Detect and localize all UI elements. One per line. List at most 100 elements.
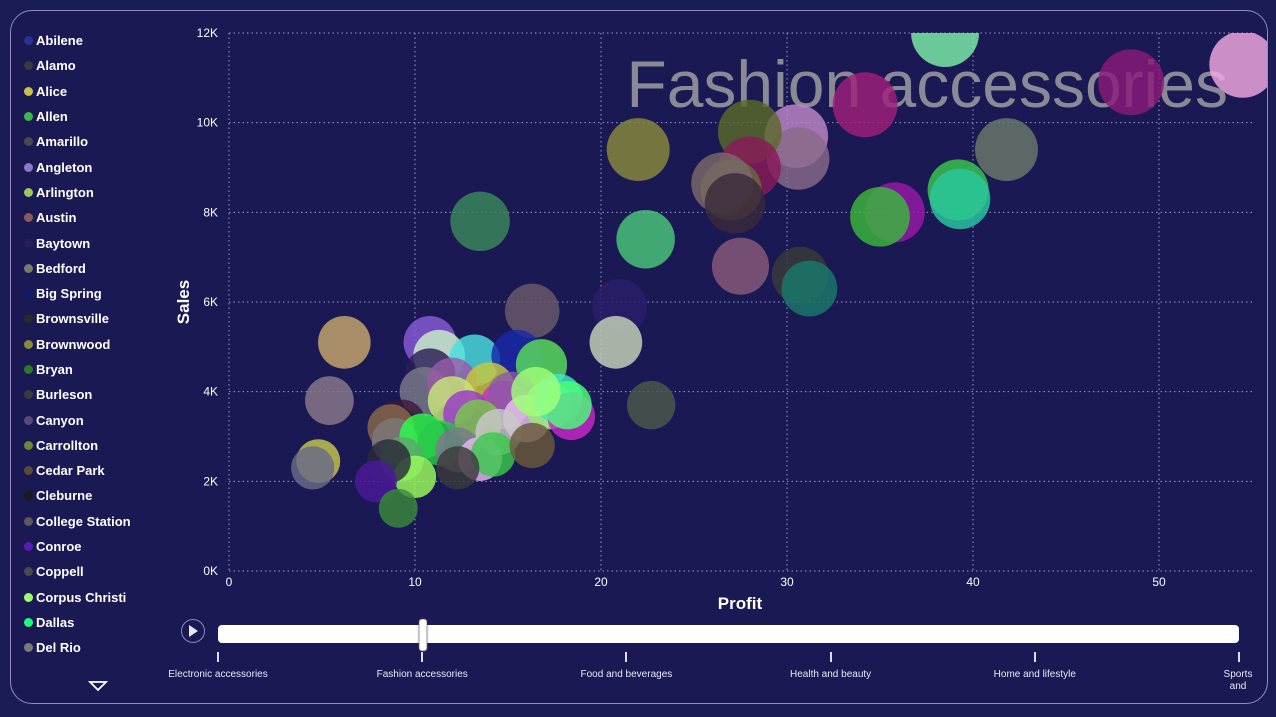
legend-item[interactable]: College Station <box>24 509 164 534</box>
data-point <box>504 283 560 339</box>
legend-item[interactable]: Arlington <box>24 180 164 205</box>
play-icon <box>189 625 198 637</box>
legend-marker <box>24 516 33 526</box>
legend-item[interactable]: Brownsville <box>24 306 164 331</box>
legend-marker <box>24 187 33 197</box>
legend-marker <box>24 61 33 71</box>
legend-label: Amarillo <box>36 134 89 150</box>
data-point <box>291 446 335 490</box>
legend-item[interactable]: Coppell <box>24 559 164 584</box>
data-point <box>317 316 371 369</box>
data-point <box>354 460 397 503</box>
legend-label: Burleson <box>36 387 93 403</box>
data-point <box>1209 33 1267 98</box>
legend-item[interactable]: Alice <box>24 79 164 104</box>
data-point <box>450 191 510 252</box>
legend-label: Baytown <box>36 235 91 251</box>
legend-marker <box>24 36 33 46</box>
legend-item[interactable]: Brownwood <box>24 332 164 357</box>
data-point <box>929 168 991 230</box>
legend-item[interactable]: Abilene <box>24 28 164 53</box>
slider-label[interactable]: Health and beauty <box>790 669 872 680</box>
data-point <box>1098 49 1165 116</box>
legend-label: Coppell <box>36 564 84 580</box>
legend-label: Big Spring <box>36 286 102 302</box>
x-tick-label: 50 <box>1152 575 1166 589</box>
legend-marker <box>24 112 33 122</box>
legend-item[interactable]: Baytown <box>24 230 164 255</box>
legend-item[interactable]: Cedar Park <box>24 458 164 483</box>
legend-item[interactable]: Amarillo <box>24 129 164 154</box>
data-point <box>627 380 676 430</box>
legend-item[interactable]: Del Rio <box>24 635 164 660</box>
legend-item[interactable]: Burleson <box>24 382 164 407</box>
legend-item[interactable]: Austin <box>24 205 164 230</box>
slider-label[interactable]: Sports and <box>1223 669 1253 692</box>
play-button[interactable] <box>181 619 205 643</box>
slider-label[interactable]: Electronic accessories <box>168 669 268 680</box>
legend-item[interactable]: Alamo <box>24 53 164 78</box>
legend-item[interactable]: Big Spring <box>24 281 164 306</box>
legend-marker <box>24 86 33 96</box>
legend-marker <box>24 314 33 324</box>
legend-item[interactable]: Bedford <box>24 256 164 281</box>
slider-handle[interactable] <box>419 619 427 651</box>
legend-label: Dallas <box>36 614 75 630</box>
x-axis-title: Profit <box>718 594 763 613</box>
data-point <box>911 33 980 67</box>
legend: Abilene Alamo Alice Allen Amarillo Angleton Ar… <box>24 28 164 660</box>
legend-marker <box>24 238 33 248</box>
data-point <box>711 237 770 295</box>
legend-marker <box>24 592 33 602</box>
legend-marker <box>24 466 33 476</box>
legend-item[interactable]: Conroe <box>24 534 164 559</box>
legend-item[interactable]: Carrollton <box>24 433 164 458</box>
slider-tick <box>625 652 628 662</box>
slider-label[interactable]: Home and lifestyle <box>993 669 1076 680</box>
legend-label: Alice <box>36 83 68 99</box>
data-point <box>616 209 675 269</box>
legend-marker <box>24 542 33 552</box>
legend-label: Bryan <box>36 362 73 377</box>
data-point <box>975 118 1038 182</box>
slider-label[interactable]: Fashion accessories <box>376 669 468 680</box>
legend-marker <box>24 643 33 653</box>
x-tick-label: 20 <box>594 575 608 589</box>
legend-marker <box>24 365 33 374</box>
y-tick-label: 6K <box>203 295 218 309</box>
legend-label: Bedford <box>36 260 86 276</box>
legend-marker <box>24 213 33 223</box>
legend-marker <box>24 440 33 450</box>
y-tick-label: 2K <box>203 474 218 488</box>
chevron-down-icon[interactable] <box>88 680 108 692</box>
legend-item[interactable]: Allen <box>24 104 164 129</box>
slider-label[interactable]: Food and beverages <box>580 669 673 680</box>
data-point <box>511 366 561 417</box>
legend-label: Conroe <box>36 539 82 555</box>
play-axis-slider[interactable] <box>218 625 1239 643</box>
data-point <box>589 316 643 369</box>
legend-item[interactable]: Dallas <box>24 610 164 635</box>
data-point <box>436 446 480 490</box>
x-tick-label: 30 <box>780 575 794 589</box>
legend-marker <box>24 162 33 172</box>
slider-tick <box>1033 652 1036 662</box>
data-point <box>832 72 898 138</box>
y-tick-label: 12K <box>197 26 218 40</box>
slider-tick <box>421 652 424 662</box>
data-point <box>766 127 830 190</box>
legend-label: Abilene <box>36 33 83 49</box>
y-tick-label: 8K <box>203 205 218 219</box>
legend-item[interactable]: Corpus Christi <box>24 585 164 610</box>
legend-item[interactable]: Cleburne <box>24 483 164 508</box>
legend-item[interactable]: Canyon <box>24 407 164 432</box>
slider-tick <box>829 652 832 662</box>
legend-marker <box>24 567 33 577</box>
data-point <box>509 422 555 469</box>
legend-item[interactable]: Angleton <box>24 154 164 179</box>
x-tick-label: 40 <box>966 575 980 589</box>
y-tick-label: 10K <box>197 116 218 130</box>
data-point <box>305 376 354 426</box>
legend-marker <box>24 263 33 273</box>
legend-item[interactable]: Bryan <box>24 357 164 382</box>
